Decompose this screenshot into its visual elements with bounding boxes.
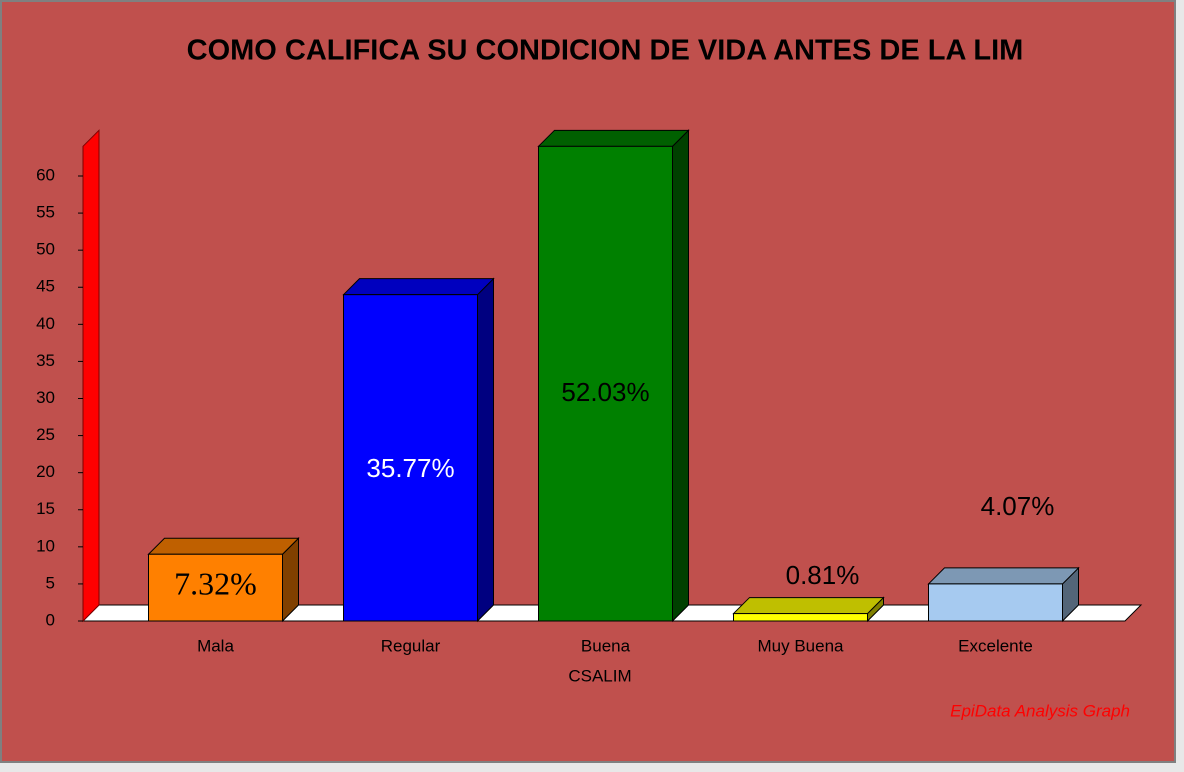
x-tick-label: Muy Buena xyxy=(758,636,845,655)
x-tick-label: Regular xyxy=(381,636,441,655)
y-tick-label: 25 xyxy=(36,425,55,444)
x-tick-label: Buena xyxy=(581,636,631,655)
y-tick-label: 20 xyxy=(36,462,55,481)
data-label: 4.07% xyxy=(981,491,1055,521)
y-tick-label: 45 xyxy=(36,277,55,296)
x-tick-label: Excelente xyxy=(958,636,1033,655)
bar-top xyxy=(927,567,1080,585)
y-tick-label: 15 xyxy=(36,499,55,518)
chart-title: COMO CALIFICA SU CONDICION DE VIDA ANTES… xyxy=(187,35,1024,67)
y-tick-label: 60 xyxy=(36,165,55,184)
footer: EpiData Analysis Graph xyxy=(950,701,1130,720)
axis-wall xyxy=(82,129,100,623)
bar xyxy=(733,613,868,622)
bar-side xyxy=(672,129,689,623)
bar-top xyxy=(537,129,690,147)
y-tick-label: 35 xyxy=(36,351,55,370)
y-tick-label: 50 xyxy=(36,240,55,259)
data-label: 35.77% xyxy=(366,453,454,483)
data-label: 52.03% xyxy=(561,377,649,407)
x-axis-label: CSALIM xyxy=(568,666,631,685)
y-tick-label: 10 xyxy=(36,536,55,555)
y-tick-label: 30 xyxy=(36,388,55,407)
data-label: 0.81% xyxy=(786,560,860,590)
x-tick-label: Mala xyxy=(197,636,234,655)
bar xyxy=(148,553,283,622)
bar xyxy=(538,145,673,622)
y-tick-label: 55 xyxy=(36,203,55,222)
y-tick-label: 0 xyxy=(46,610,55,629)
bar-side xyxy=(477,277,494,623)
bar xyxy=(928,583,1063,622)
bar-top xyxy=(147,537,300,555)
bar-top xyxy=(732,597,885,615)
bar-top xyxy=(342,278,495,296)
y-tick-label: 5 xyxy=(46,573,55,592)
y-tick-label: 40 xyxy=(36,314,55,333)
bar xyxy=(343,294,478,622)
data-label: 7.32% xyxy=(174,565,257,601)
